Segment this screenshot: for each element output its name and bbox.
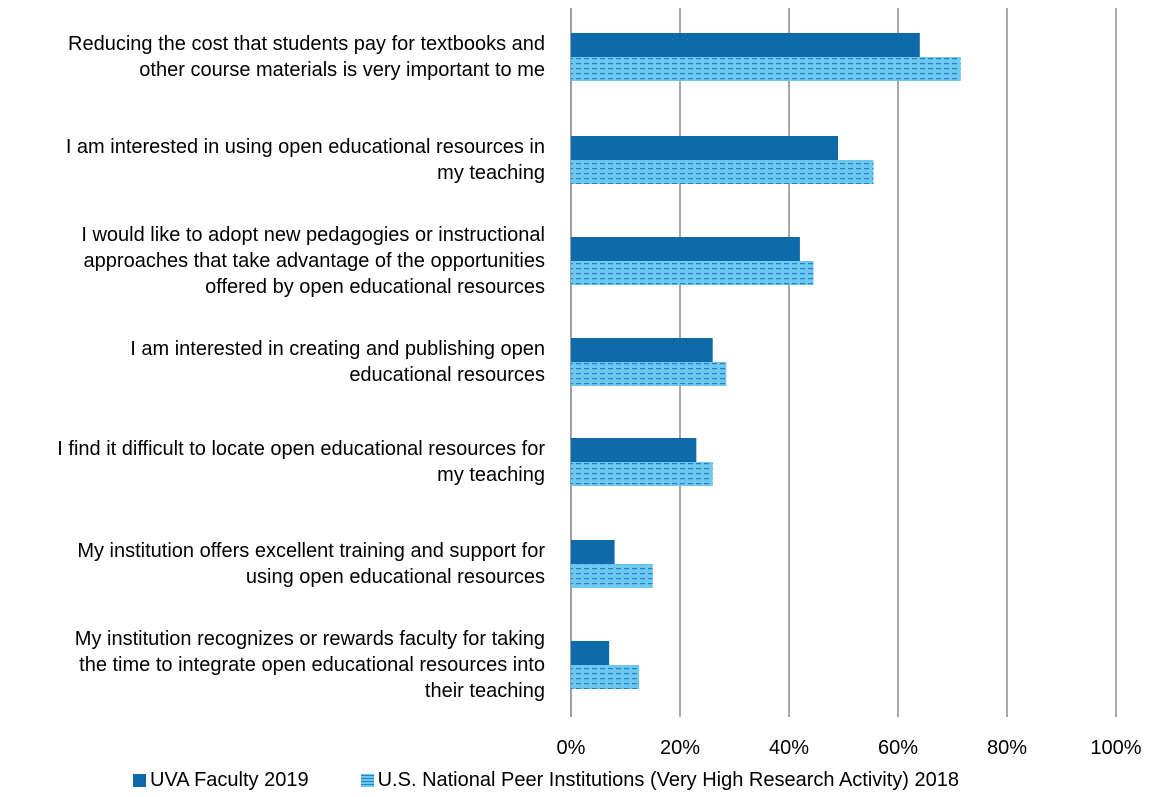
bar-peer-6	[571, 564, 653, 588]
bar-peer-1	[571, 57, 961, 81]
category-label-line: I am interested in creating and publishi…	[130, 338, 545, 360]
category-label-line: My institution recognizes or rewards fac…	[75, 628, 545, 650]
bars	[571, 33, 961, 689]
x-axis-tick-labels: 0% 20% 40% 60% 80% 100%	[557, 737, 1142, 759]
legend-item-peer: U.S. National Peer Institutions (Very Hi…	[360, 768, 959, 792]
legend-label-peer: U.S. National Peer Institutions (Very Hi…	[377, 768, 959, 791]
x-tick-label-0: 0%	[557, 737, 586, 759]
category-label-line: My institution offers excellent training…	[77, 540, 545, 562]
bar-peer-2	[571, 160, 874, 184]
category-label-1: Reducing the cost that students pay for …	[68, 33, 545, 81]
category-label-line: educational resources	[349, 364, 545, 386]
category-label-7: My institution recognizes or rewards fac…	[75, 628, 545, 702]
category-label-line: other course materials is very important…	[139, 59, 545, 81]
legend-item-uva: UVA Faculty 2019	[133, 769, 309, 792]
category-label-line: approaches that take advantage of the op…	[84, 250, 545, 272]
category-label-line: offered by open educational resources	[205, 276, 545, 298]
category-label-line: the time to integrate open educational r…	[79, 654, 545, 676]
bar-peer-7	[571, 665, 640, 689]
category-label-line: I find it difficult to locate open educa…	[57, 438, 545, 460]
category-label-line: I am interested in using open educationa…	[66, 136, 545, 158]
bar-uva-1	[571, 33, 920, 57]
bar-peer-5	[571, 462, 713, 486]
gridlines	[570, 8, 1117, 717]
category-label-line: using open educational resources	[246, 566, 545, 588]
category-label-line: my teaching	[437, 464, 545, 486]
category-label-4: I am interested in creating and publishi…	[130, 338, 545, 386]
bar-uva-4	[571, 338, 713, 362]
bar-uva-2	[571, 136, 839, 160]
bar-uva-5	[571, 438, 697, 462]
bar-chart: Reducing the cost that students pay for …	[57, 8, 1142, 759]
category-label-line: I would like to adopt new pedagogies or …	[81, 224, 545, 246]
bar-uva-7	[571, 641, 610, 665]
category-label-line: my teaching	[437, 162, 545, 184]
bar-peer-3	[571, 261, 814, 285]
category-label-line: their teaching	[425, 680, 545, 702]
x-tick-label-40: 40%	[769, 737, 809, 759]
category-label-5: I find it difficult to locate open educa…	[57, 438, 545, 486]
bar-uva-3	[571, 237, 800, 261]
category-label-3: I would like to adopt new pedagogies or …	[81, 224, 545, 298]
legend-swatch-uva	[133, 773, 146, 787]
x-tick-label-100: 100%	[1090, 737, 1141, 759]
x-tick-label-80: 80%	[987, 737, 1027, 759]
category-label-line: Reducing the cost that students pay for …	[68, 33, 545, 55]
bar-peer-4	[571, 362, 727, 386]
bar-uva-6	[571, 540, 615, 564]
category-label-2: I am interested in using open educationa…	[66, 136, 545, 184]
category-label-6: My institution offers excellent training…	[77, 540, 545, 588]
category-labels: Reducing the cost that students pay for …	[57, 33, 545, 702]
x-tick-label-20: 20%	[660, 737, 700, 759]
legend: UVA Faculty 2019 U.S. National Peer Inst…	[133, 767, 1011, 793]
x-tick-label-60: 60%	[878, 737, 918, 759]
legend-swatch-peer	[360, 773, 374, 787]
legend-label-uva: UVA Faculty 2019	[150, 768, 309, 791]
